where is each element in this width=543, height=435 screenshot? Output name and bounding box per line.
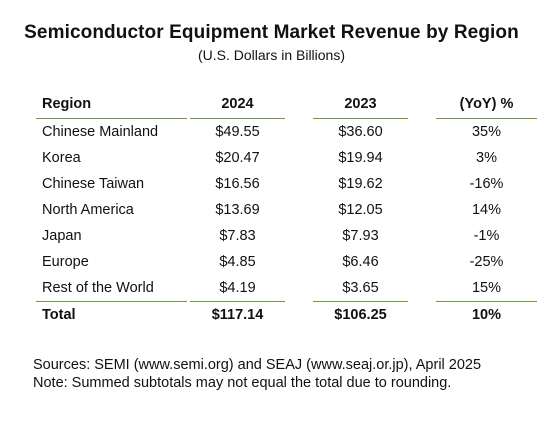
header-region: Region: [42, 96, 92, 112]
table-row: Korea $20.47 $19.94 3%: [36, 145, 540, 171]
value-2023-cell: $6.46: [342, 254, 379, 270]
total-rule: [36, 301, 540, 302]
table-header: Region 2024 2023 (YoY) %: [36, 93, 540, 119]
region-cell: Rest of the World: [42, 280, 154, 296]
yoy-cell: -25%: [469, 254, 504, 270]
header-rule: [36, 118, 540, 119]
total-row: Total $117.14 $106.25 10%: [36, 302, 540, 328]
yoy-cell: -1%: [473, 228, 500, 244]
value-2024-cell: $20.47: [215, 150, 260, 166]
yoy-cell: 14%: [471, 202, 502, 218]
table-row: North America $13.69 $12.05 14%: [36, 197, 540, 223]
table-row: Rest of the World $4.19 $3.65 15%: [36, 275, 540, 301]
region-cell: Japan: [42, 228, 82, 244]
value-2024-cell: $7.83: [219, 228, 256, 244]
value-2023-cell: $36.60: [338, 124, 383, 140]
value-2024-cell: $49.55: [215, 124, 260, 140]
revenue-table: Region 2024 2023 (YoY) % Chinese Mainlan…: [36, 93, 540, 328]
total-2024: $117.14: [211, 307, 264, 323]
region-cell: Chinese Mainland: [42, 124, 159, 140]
header-2023: 2023: [344, 96, 377, 112]
header-yoy: (YoY) %: [459, 96, 514, 112]
table-row: Chinese Mainland $49.55 $36.60 35%: [36, 119, 540, 145]
footnotes: Sources: SEMI (www.semi.org) and SEAJ (w…: [33, 356, 481, 392]
total-region: Total: [42, 307, 76, 323]
table-row: Europe $4.85 $6.46 -25%: [36, 249, 540, 275]
yoy-cell: -16%: [469, 176, 504, 192]
total-yoy: 10%: [471, 307, 502, 323]
table-body: Chinese Mainland $49.55 $36.60 35% Korea $20.…: [36, 119, 540, 301]
region-cell: North America: [42, 202, 134, 218]
rounding-note: Note: Summed subtotals may not equal the…: [33, 375, 452, 391]
value-2023-cell: $19.62: [338, 176, 383, 192]
value-2024-cell: $16.56: [215, 176, 260, 192]
table-total: Total $117.14 $106.25 10%: [36, 302, 540, 328]
page-title: Semiconductor Equipment Market Revenue b…: [24, 22, 519, 43]
yoy-cell: 3%: [476, 150, 497, 166]
total-2023: $106.25: [334, 307, 387, 323]
value-2024-cell: $13.69: [215, 202, 260, 218]
region-cell: Korea: [42, 150, 81, 166]
region-cell: Europe: [42, 254, 89, 270]
table-row: Chinese Taiwan $16.56 $19.62 -16%: [36, 171, 540, 197]
region-cell: Chinese Taiwan: [42, 176, 145, 192]
value-2023-cell: $7.93: [342, 228, 379, 244]
value-2024-cell: $4.85: [219, 254, 256, 270]
table-row: Japan $7.83 $7.93 -1%: [36, 223, 540, 249]
value-2023-cell: $12.05: [338, 202, 383, 218]
header-row: Region 2024 2023 (YoY) %: [36, 93, 540, 118]
value-2023-cell: $3.65: [342, 280, 379, 296]
page-subtitle: (U.S. Dollars in Billions): [197, 47, 346, 63]
sources-note: Sources: SEMI (www.semi.org) and SEAJ (w…: [33, 357, 482, 373]
value-2024-cell: $4.19: [219, 280, 256, 296]
value-2023-cell: $19.94: [338, 150, 383, 166]
yoy-cell: 35%: [471, 124, 502, 140]
header-2024: 2024: [221, 96, 254, 112]
yoy-cell: 15%: [471, 280, 502, 296]
